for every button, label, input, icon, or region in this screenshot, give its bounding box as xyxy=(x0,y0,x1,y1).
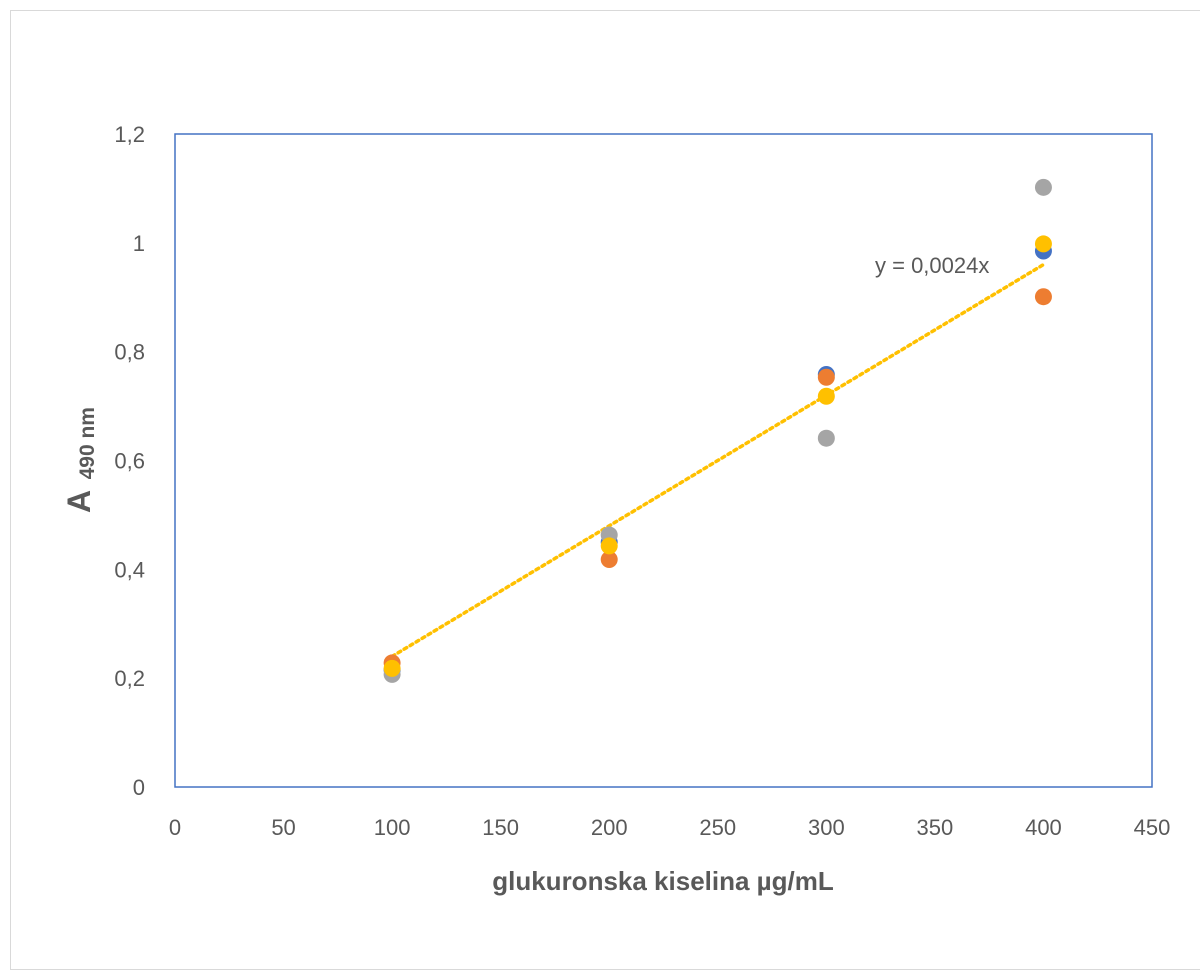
data-point xyxy=(1034,288,1052,306)
data-point xyxy=(600,537,618,555)
plot-area xyxy=(174,133,1153,788)
trendline xyxy=(390,262,1046,659)
data-point xyxy=(1034,235,1052,253)
x-tick-label: 450 xyxy=(1134,815,1171,840)
data-point xyxy=(817,429,835,447)
x-tick-label: 150 xyxy=(482,815,519,840)
y-tick-label: 0,2 xyxy=(114,666,145,691)
data-point xyxy=(600,551,618,569)
y-axis-title-subscript: 490 nm xyxy=(76,407,99,479)
data-point xyxy=(1034,178,1052,196)
x-tick-label: 250 xyxy=(699,815,736,840)
data-point xyxy=(817,368,835,386)
trendline-equation: y = 0,0024x xyxy=(875,253,989,278)
x-tick-label: 200 xyxy=(591,815,628,840)
x-tick-label: 400 xyxy=(1025,815,1062,840)
y-tick-label: 1,2 xyxy=(114,122,145,147)
x-tick-label: 0 xyxy=(169,815,181,840)
x-axis-ticks: 0 50 100 150 200 250 300 350 400 450 xyxy=(169,815,1170,840)
y-tick-label: 0 xyxy=(133,775,145,800)
x-tick-label: 50 xyxy=(271,815,295,840)
data-point xyxy=(817,387,835,405)
x-tick-label: 100 xyxy=(374,815,411,840)
y-axis-ticks: 0 0,2 0,4 0,6 0,8 1 1,2 xyxy=(114,122,145,800)
scatter-chart: 0 50 100 150 200 250 300 350 400 450 0 0,2 0,4 0,6 0,… xyxy=(61,122,1170,896)
x-tick-label: 300 xyxy=(808,815,845,840)
data-points xyxy=(383,178,1052,683)
data-point xyxy=(383,659,401,677)
y-tick-label: 0,8 xyxy=(114,340,145,365)
y-tick-label: 1 xyxy=(133,231,145,256)
x-axis-title: glukuronska kiselina µg/mL xyxy=(492,866,834,896)
y-axis-title-main: A xyxy=(61,490,97,513)
x-tick-label: 350 xyxy=(917,815,954,840)
y-axis-title: A 490 nm xyxy=(61,407,99,513)
y-tick-label: 0,6 xyxy=(114,449,145,474)
y-tick-label: 0,4 xyxy=(114,557,145,582)
